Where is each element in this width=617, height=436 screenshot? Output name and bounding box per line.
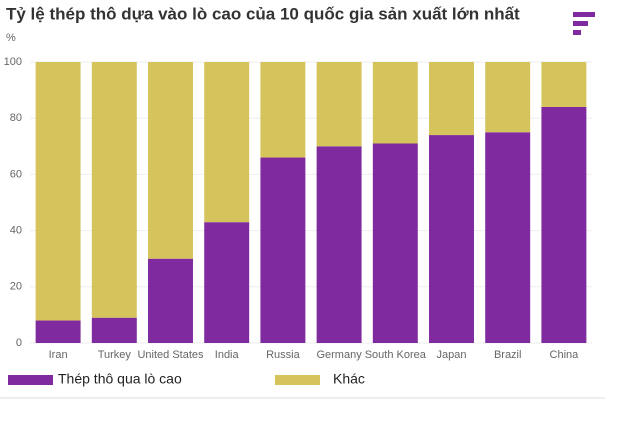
bar-segment	[316, 146, 362, 343]
logo	[573, 12, 595, 35]
y-tick-label: 20	[10, 281, 22, 293]
bar-segment	[260, 157, 306, 343]
legend-label: Khác	[333, 371, 365, 387]
y-tick-label: 0	[16, 337, 22, 349]
y-tick-label: 80	[10, 112, 22, 124]
y-tick-label: 100	[4, 56, 22, 68]
x-tick-label: Iran	[49, 349, 68, 361]
bar-segment	[204, 222, 250, 343]
legend-swatch	[275, 375, 320, 385]
legend-swatch	[8, 375, 53, 385]
x-tick-label: India	[215, 349, 240, 361]
bar-segment	[35, 62, 81, 321]
x-tick-label: China	[550, 349, 580, 361]
legend-label: Thép thô qua lò cao	[58, 371, 182, 387]
y-axis-label: %	[6, 32, 16, 44]
x-tick-label: Turkey	[98, 349, 132, 361]
bar-segment	[148, 62, 193, 259]
bar-segment	[35, 320, 81, 343]
bar-segment	[148, 258, 193, 343]
bar-segment	[372, 62, 418, 144]
x-tick-label: Japan	[437, 349, 467, 361]
bar-segment	[91, 62, 137, 318]
x-tick-label: South Korea	[365, 349, 427, 361]
x-tick-label: United States	[137, 349, 204, 361]
chart-title: Tỷ lệ thép thô dựa vào lò cao của 10 quố…	[6, 4, 520, 23]
x-tick-label: Germany	[316, 349, 362, 361]
bar-segment	[204, 62, 250, 223]
bar-segment	[260, 62, 306, 158]
bar-segment	[485, 62, 531, 133]
bar-segment	[429, 135, 474, 343]
bar-segment	[316, 62, 362, 147]
x-tick-label: Brazil	[494, 349, 522, 361]
bar-segment	[429, 62, 474, 136]
bar-segment	[91, 317, 137, 343]
y-tick-label: 40	[10, 225, 22, 237]
bar-segment	[485, 132, 531, 343]
x-tick-label: Russia	[266, 349, 301, 361]
bar-segment	[541, 106, 587, 344]
bar-segment	[541, 62, 587, 107]
y-tick-label: 60	[10, 168, 22, 180]
bar-segment	[372, 143, 418, 343]
